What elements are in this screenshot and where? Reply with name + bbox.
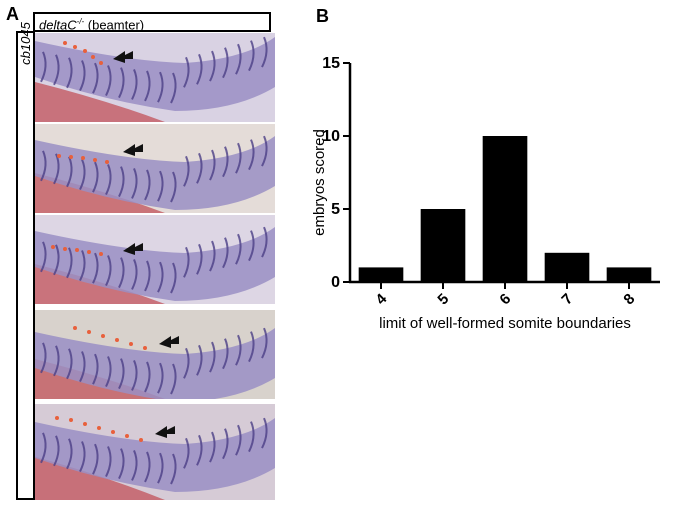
x-tick-label: 7 <box>558 290 576 308</box>
x-tick-label: 6 <box>496 290 514 308</box>
genotype-name: deltaC <box>39 17 77 33</box>
bar <box>482 136 528 282</box>
bar-chart: 0 5 10 15 4 5 6 7 8 limit of well-formed somite b… <box>311 55 660 332</box>
embryo-photo-2 <box>35 124 275 215</box>
genotype-header: deltaC-/- (beamter) <box>33 12 271 32</box>
side-label-box: cb1045 <box>16 22 35 500</box>
y-tick-label: 10 <box>322 128 340 145</box>
panel-b-letter: B <box>316 6 329 26</box>
x-tick-label: 5 <box>434 290 452 308</box>
x-tick-label: 8 <box>620 290 638 308</box>
embryo-photo-1 <box>35 33 275 124</box>
x-tick-label: 4 <box>372 290 390 308</box>
panel-a-letter: A <box>6 4 19 24</box>
x-axis-label: limit of well-formed somite boundaries <box>379 315 631 332</box>
bar <box>606 267 652 282</box>
y-tick-label: 5 <box>331 201 340 218</box>
genotype-superscript: -/- <box>76 17 85 26</box>
bar <box>358 267 404 282</box>
bar <box>420 209 466 282</box>
pointer-arrow-icon <box>159 336 179 348</box>
pointer-arrow-icon <box>123 243 143 255</box>
embryo-photo-5 <box>35 404 275 502</box>
pointer-arrow-icon <box>155 426 175 438</box>
embryo-photo-3 <box>35 215 275 306</box>
bar <box>544 252 590 282</box>
side-label: cb1045 <box>18 22 33 65</box>
y-tick-label: 0 <box>331 274 340 291</box>
pointer-arrow-icon <box>113 51 133 63</box>
y-axis-label: embryos scored <box>311 129 328 236</box>
y-tick-label: 15 <box>322 55 340 72</box>
genotype-suffix: (beamter) <box>87 17 145 33</box>
pointer-arrow-icon <box>123 144 143 156</box>
embryo-photo-4 <box>35 310 275 401</box>
